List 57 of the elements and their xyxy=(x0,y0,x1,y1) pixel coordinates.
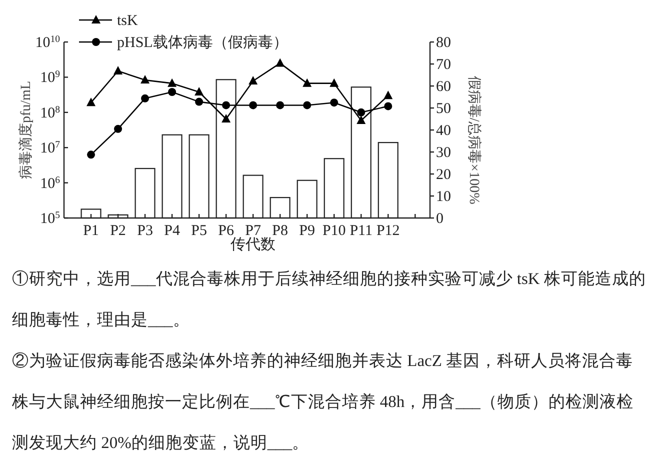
y2-tick-label: 20 xyxy=(436,167,451,183)
point xyxy=(249,101,258,110)
point xyxy=(384,102,392,110)
point xyxy=(87,150,96,159)
point xyxy=(194,86,204,96)
text: ①研究中，选用___代混合毒株用于后续神经细胞的接种实验可减少 tsK 株可能造成的细胞毒性，理由是___。 xyxy=(12,269,646,329)
y-tick-label: 10$^{7}$ xyxy=(40,139,60,157)
x-tick-label: P8 xyxy=(272,223,288,239)
point xyxy=(248,76,258,84)
y2-tick-label: 50 xyxy=(436,101,451,117)
y2-tick-label: 70 xyxy=(436,57,451,73)
point xyxy=(330,78,339,87)
x-tick-label: P6 xyxy=(218,223,234,239)
x-tick-label: P12 xyxy=(376,223,400,239)
y-axis-title: 病毒滴度pfu/mL xyxy=(18,81,34,179)
y2-tick-label: 30 xyxy=(436,145,451,161)
legend-label: pHSL载体病毒（假病毒） xyxy=(117,34,288,51)
y-tick-label: 10$^{6}$ xyxy=(40,174,60,192)
point xyxy=(384,90,393,100)
text: ②为验证假病毒能否感染体外培养的神经细胞并表达 LacZ 基因，科研人员将混合毒株与大鼠神经细胞按一定比例在___℃下混合培养 48h，用含___（物质）的检测液检测发现大约 20%的细胞变蓝，说明___。 xyxy=(12,351,634,452)
y2-tick-label: 10 xyxy=(436,189,451,205)
x-tick-label: P3 xyxy=(137,223,153,239)
y2-tick-label: 80 xyxy=(436,35,451,51)
point xyxy=(114,66,123,74)
y2-tick-label: 40 xyxy=(436,123,451,139)
y2-tick-label: 60 xyxy=(436,79,451,95)
point xyxy=(357,108,366,116)
point xyxy=(168,78,177,87)
point xyxy=(168,88,176,96)
x-tick-label: P4 xyxy=(164,223,180,239)
x-tick-label: P10 xyxy=(322,223,346,239)
y-tick-label: 10$^{9}$ xyxy=(40,68,60,86)
y-tick-label: 10$^{10}$ xyxy=(35,34,60,51)
y-tick-label: 10$^{5}$ xyxy=(40,210,60,227)
point xyxy=(302,78,312,87)
x-tick-label: P9 xyxy=(299,223,316,239)
x-tick-label: P2 xyxy=(110,223,126,239)
point xyxy=(140,75,150,84)
point xyxy=(356,115,366,124)
point xyxy=(276,58,285,67)
x-tick-label: P5 xyxy=(191,223,207,239)
point xyxy=(141,94,150,102)
point xyxy=(303,101,312,110)
point xyxy=(330,98,338,107)
point xyxy=(276,101,284,110)
point xyxy=(222,101,230,110)
point xyxy=(86,98,96,106)
x-tick-label: P11 xyxy=(350,223,373,239)
y2-tick-label: 0 xyxy=(436,211,444,227)
x-axis-title: 传代数 xyxy=(230,237,276,253)
x-tick-label: P1 xyxy=(83,223,99,239)
y2-axis-title: 假病毒/总病毒×100% xyxy=(466,76,482,205)
legend-label: tsK xyxy=(117,13,138,29)
point xyxy=(222,114,231,122)
y-tick-label: 10$^{8}$ xyxy=(40,104,60,122)
point xyxy=(195,98,204,106)
point xyxy=(114,124,122,133)
